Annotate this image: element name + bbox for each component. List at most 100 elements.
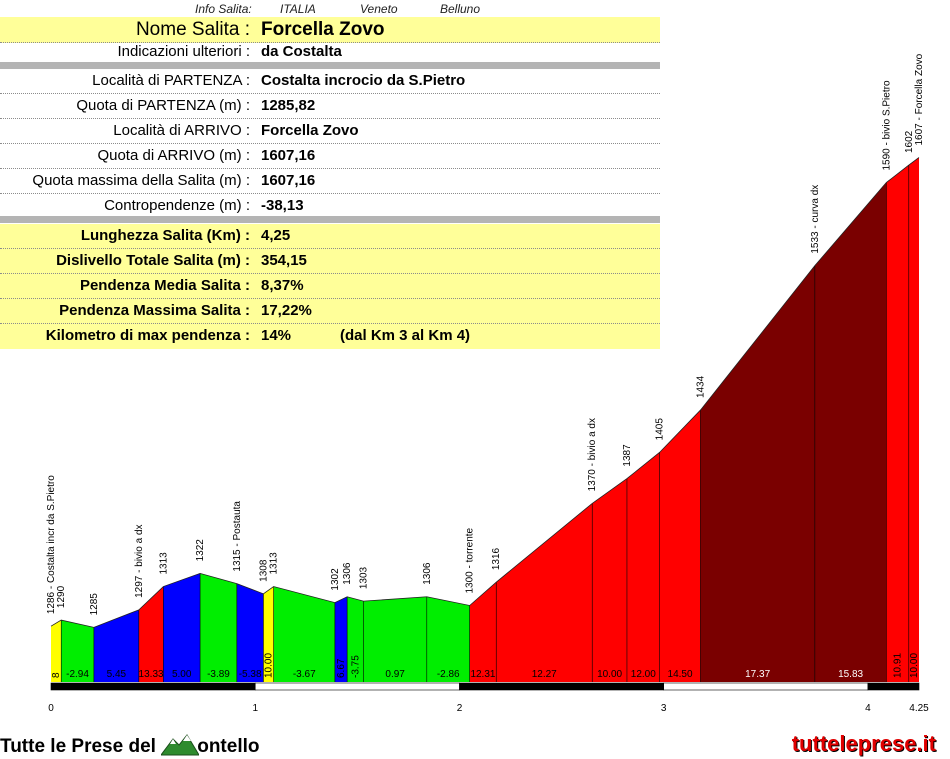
counter-row: Contropendenze (m) : -38,13 — [0, 194, 660, 219]
length-value: 4,25 — [261, 227, 291, 244]
avg-grade-row: Pendenza Media Salita : 8,37% — [0, 274, 660, 299]
profile-segment — [426, 596, 470, 682]
start-alt-value: 1285,82 — [261, 97, 316, 114]
notes-label: Indicazioni ulteriori : — [117, 43, 250, 60]
altitude-label: 1322 — [195, 539, 206, 562]
altitude-label: 1297 - bivio a dx — [134, 524, 145, 597]
info-row: Info Salita: ITALIA Veneto Belluno — [0, 2, 660, 16]
segment-grade-label: 10.00 — [909, 653, 920, 678]
profile-segment — [236, 583, 264, 682]
segment-grade-label: -2.86 — [437, 669, 460, 680]
km-strip-block — [867, 682, 920, 691]
max-grade-row: Pendenza Massima Salita : 17,22% — [0, 299, 660, 324]
footer-brand-tail: ontello — [197, 736, 260, 757]
mountain-logo-icon — [160, 734, 201, 756]
altitude-label: 1316 — [491, 547, 502, 570]
max-grade-value: 17,22% — [261, 302, 312, 319]
km-tick-label: 1 — [252, 703, 258, 714]
altitude-label: 1387 — [622, 444, 633, 467]
length-label: Lunghezza Salita (Km) : — [80, 227, 250, 244]
notes-value: da Costalta — [261, 43, 342, 60]
altitude-label: 1306 — [422, 562, 433, 585]
segment-grade-label: 10.00 — [264, 653, 275, 678]
km-tick-label: 3 — [661, 703, 667, 714]
max-km-note: (dal Km 3 al Km 4) — [340, 327, 471, 344]
climb-name-row: Nome Salita : Forcella Zovo — [0, 17, 660, 43]
profile-segment — [163, 573, 201, 682]
km-tick-label: 0 — [48, 703, 54, 714]
profile-segment — [626, 452, 660, 682]
profile-segment — [700, 265, 815, 682]
footer-site: tutteleprese.it — [791, 731, 936, 756]
max-alt-row: Quota massima della Salita (m) : 1607,16 — [0, 169, 660, 194]
segment-grade-label: 12.31 — [470, 669, 495, 680]
segment-grade-label: -3.75 — [350, 655, 361, 678]
profile-segment — [200, 573, 237, 682]
footer-brand-text: Tutte le Prese del — [0, 736, 156, 757]
counter-value: -38,13 — [261, 197, 304, 214]
profile-segment — [886, 165, 909, 682]
start-alt-row: Quota di PARTENZA (m) : 1285,82 — [0, 94, 660, 119]
altitude-label: 1405 — [655, 418, 666, 441]
profile-segment — [347, 596, 364, 682]
altitude-label: 1533 - curva dx — [810, 185, 821, 254]
info-label: Info Salita: — [195, 2, 252, 16]
profile-segment — [908, 157, 919, 682]
profile-segment — [469, 582, 497, 682]
profile-segment — [273, 586, 335, 682]
altitude-label: 1306 — [342, 562, 353, 585]
profile-segment — [496, 503, 593, 682]
max-km-row: Kilometro di max pendenza : 14% (dal Km … — [0, 324, 660, 349]
altitude-label: 1313 — [269, 552, 280, 575]
km-strip-block — [254, 682, 460, 691]
altitude-label: 1285 — [89, 593, 100, 616]
start-alt-label: Quota di PARTENZA (m) : — [76, 97, 250, 114]
km-tick-label: 4.25 — [909, 703, 929, 714]
profile-segment — [61, 620, 94, 682]
length-row: Lunghezza Salita (Km) : 4,25 — [0, 224, 660, 249]
segment-grade-label: -3.89 — [207, 669, 230, 680]
profile-segment — [363, 596, 427, 682]
end-alt-row: Quota di ARRIVO (m) : 1607,16 — [0, 144, 660, 169]
km-tick-label: 2 — [457, 703, 463, 714]
max-km-label: Kilometro di max pendenza : — [45, 327, 250, 344]
altitude-label: 1313 — [158, 552, 169, 575]
segment-grade-label: 8 — [51, 672, 62, 678]
segment-grade-label: -3.67 — [293, 669, 316, 680]
end-alt-label: Quota di ARRIVO (m) : — [97, 147, 250, 164]
altitude-label: 1602 — [904, 130, 915, 153]
max-alt-value: 1607,16 — [261, 172, 316, 189]
profile-segment — [334, 596, 348, 682]
gain-row: Dislivello Totale Salita (m) : 354,15 — [0, 249, 660, 274]
segment-grade-label: 15.83 — [838, 669, 863, 680]
segment-grade-label: 12.00 — [631, 669, 656, 680]
info-region: Veneto — [360, 2, 398, 16]
segment-grade-label: -2.94 — [66, 669, 89, 680]
end-place-row: Località di ARRIVO : Forcella Zovo — [0, 119, 660, 144]
altitude-label: 1303 — [358, 566, 369, 589]
max-alt-label: Quota massima della Salita (m) : — [32, 172, 250, 189]
km-strip-block — [50, 682, 256, 691]
altitude-label: 1302 — [330, 568, 341, 591]
km-strip-block — [459, 682, 665, 691]
km-strip-block — [663, 682, 869, 691]
altitude-label: 1370 - bivio a dx — [587, 418, 598, 491]
gain-value: 354,15 — [261, 252, 307, 269]
altitude-label: 1286 - Costalta incr da S.Pietro — [46, 475, 57, 614]
profile-segment — [263, 586, 274, 682]
profile-segment — [659, 410, 701, 682]
km-tick-label: 4 — [865, 703, 871, 714]
altitude-label: 1315 - Postauta — [232, 501, 243, 572]
altitude-label: 1607 - Forcella Zovo — [914, 53, 925, 145]
segment-grade-label: -5.38 — [239, 669, 262, 680]
avg-grade-label: Pendenza Media Salita : — [79, 277, 250, 294]
segment-grade-label: 0.97 — [385, 669, 405, 680]
profile-segment — [592, 478, 627, 682]
profile-segment — [138, 586, 164, 682]
segment-grade-label: 5.45 — [107, 669, 127, 680]
segment-grade-label: 14.50 — [668, 669, 693, 680]
segment-grade-label: 6.67 — [336, 658, 347, 678]
footer-brand: Tutte le Prese del ontello — [0, 733, 260, 758]
altitude-label: 1590 - bivio S.Pietro — [881, 80, 892, 170]
